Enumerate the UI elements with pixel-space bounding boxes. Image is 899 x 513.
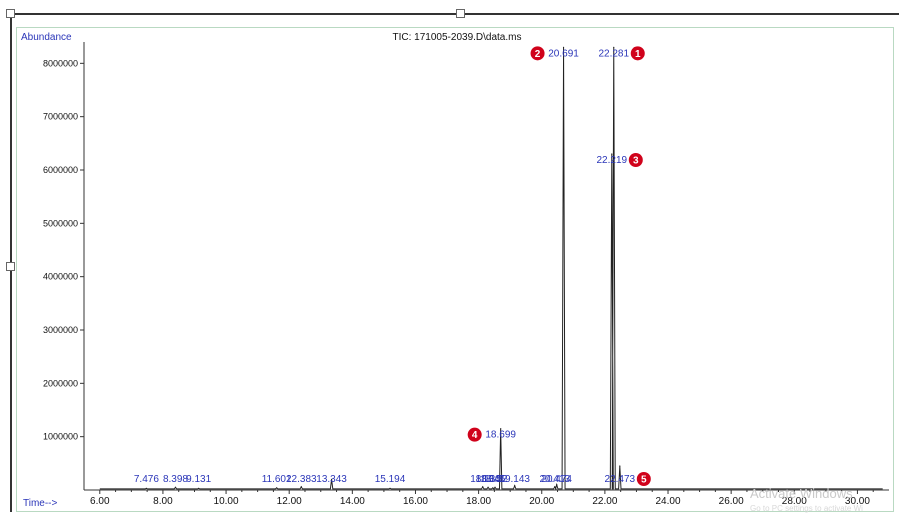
annotation-marker <box>628 153 643 167</box>
y-tick-label: 3000000 <box>43 325 78 335</box>
peak-label: 18.30 <box>476 474 501 485</box>
peak-label: 18.45 <box>480 474 505 485</box>
x-tick-label: 8.00 <box>153 496 173 507</box>
peak-apex <box>494 486 496 488</box>
annotation-number: 3 <box>633 156 639 167</box>
x-tick-label: 16.00 <box>403 496 428 507</box>
peak-apex <box>300 486 302 488</box>
y-tick-label: 8000000 <box>43 58 78 68</box>
x-tick-label: 28.00 <box>782 496 807 507</box>
activate-windows-watermark: Activate Windows <box>750 486 853 501</box>
peak-label: 22.219 <box>596 155 627 166</box>
peak-apex <box>487 486 489 488</box>
peak-apex <box>330 478 333 480</box>
peak-label: 18.13 <box>470 474 495 485</box>
y-tick-label: 6000000 <box>43 165 78 175</box>
peak-label: 20.474 <box>541 474 572 485</box>
x-tick-label: 24.00 <box>656 496 681 507</box>
x-tick-label: 18.00 <box>466 496 491 507</box>
annotation-number: 4 <box>472 430 478 441</box>
peak-label: 18.52 <box>483 474 508 485</box>
x-tick-label: 26.00 <box>719 496 744 507</box>
peak-apex <box>276 487 278 489</box>
peak-label: 19.143 <box>499 474 530 485</box>
x-tick-label: 10.00 <box>214 496 239 507</box>
activate-windows-watermark-subtitle: Go to PC settings to activate Wi <box>750 504 863 513</box>
tic-trace <box>99 47 883 490</box>
x-tick-label: 22.00 <box>592 496 617 507</box>
resize-handle-top-center[interactable] <box>456 9 465 18</box>
peak-label: 22.473 <box>605 474 636 485</box>
annotation-number: 2 <box>535 49 541 60</box>
peak-apex <box>514 485 516 487</box>
peak-label: 8.398 <box>163 474 188 485</box>
x-tick-label: 6.00 <box>90 496 110 507</box>
y-tick-label: 2000000 <box>43 378 78 388</box>
annotation-marker <box>636 472 651 486</box>
peak-apex <box>556 484 558 486</box>
peak-label: 22.281 <box>598 48 629 59</box>
annotation-marker <box>530 46 545 61</box>
chart-title: TIC: 171005-2039.D\data.ms <box>393 32 522 43</box>
y-tick-label: 4000000 <box>43 272 78 282</box>
peak-apex <box>492 487 494 489</box>
x-tick-label: 14.00 <box>340 496 365 507</box>
x-tick-label: 20.00 <box>529 496 554 507</box>
peak-label: 13.343 <box>316 474 347 485</box>
resize-handle-middle-left[interactable] <box>6 262 15 271</box>
peak-label: 20.691 <box>548 48 579 59</box>
peak-apex <box>619 465 621 467</box>
frame-border-top <box>10 13 899 15</box>
y-axis-label: Abundance <box>21 32 72 43</box>
x-tick-label: 12.00 <box>277 496 302 507</box>
peak-apex <box>613 46 615 48</box>
peak-apex <box>389 487 391 489</box>
peak-label: 12.383 <box>286 474 317 485</box>
annotation-number: 5 <box>641 475 647 486</box>
peak-apex <box>145 487 147 489</box>
y-tick-label: 1000000 <box>43 432 78 442</box>
peak-apex <box>198 487 200 489</box>
resize-handle-top-left[interactable] <box>6 9 15 18</box>
peak-apex <box>611 153 613 155</box>
peak-label: 20.413 <box>539 474 570 485</box>
x-tick-label: 30.00 <box>845 496 870 507</box>
chromatogram-chart: TIC: 171005-2039.D\data.ms Abundance Tim… <box>21 32 889 509</box>
peak-label: 18.699 <box>485 430 516 441</box>
peak-apex <box>174 486 177 488</box>
peak-label: 15.194 <box>375 474 406 485</box>
peak-label: 7.476 <box>134 474 159 485</box>
peak-apex <box>500 428 502 430</box>
x-axis-label: Time--> <box>23 498 58 509</box>
y-tick-label: 5000000 <box>43 218 78 228</box>
peak-apex <box>482 486 484 488</box>
annotation-marker <box>630 46 645 61</box>
peak-label: 9.131 <box>186 474 211 485</box>
y-tick-label: 7000000 <box>43 112 78 122</box>
chromatogram-panel: TIC: 171005-2039.D\data.ms Abundance Tim… <box>16 27 894 513</box>
peak-apex <box>554 486 556 488</box>
peak-apex <box>562 46 565 48</box>
annotation-number: 1 <box>635 49 641 60</box>
peak-label: 11.602 <box>262 474 292 485</box>
annotation-marker <box>467 427 482 442</box>
